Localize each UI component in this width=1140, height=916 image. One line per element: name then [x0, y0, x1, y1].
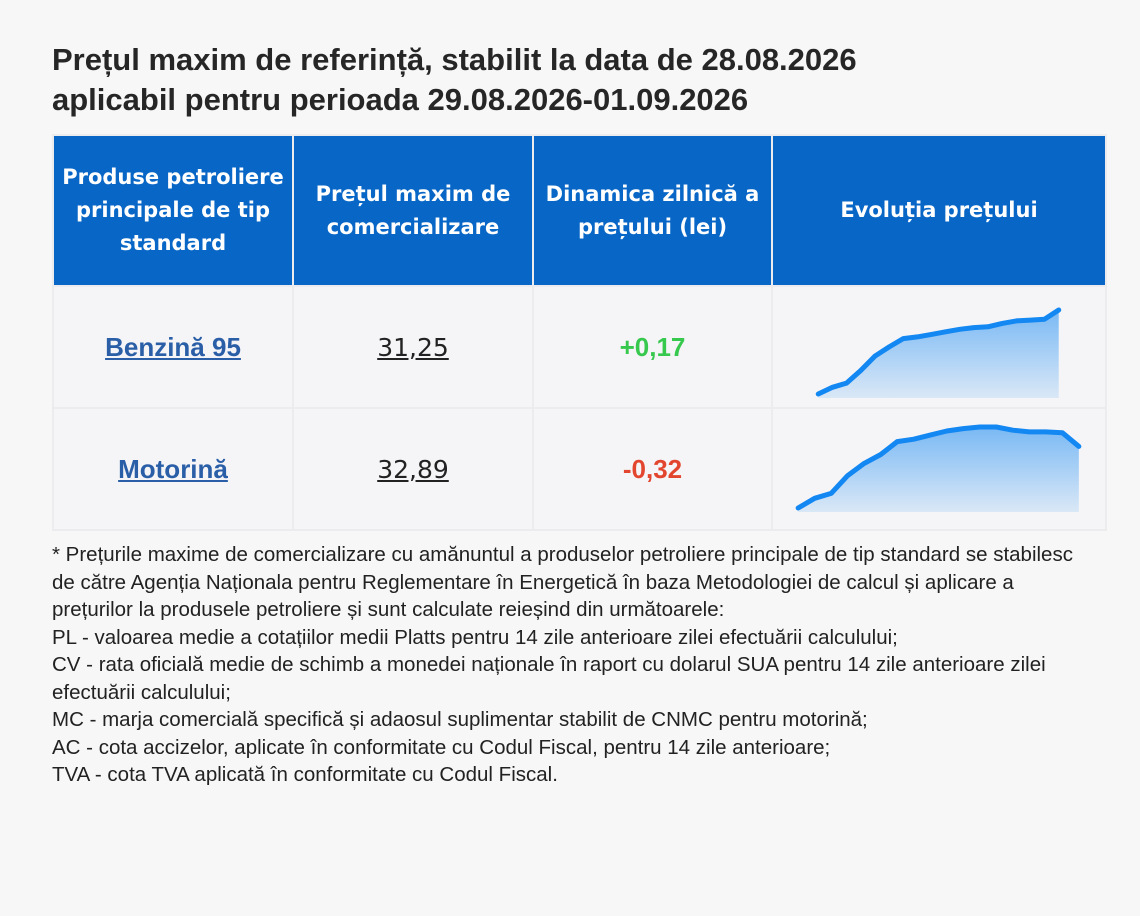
trend-sparkline [795, 424, 1082, 512]
header-products: Produse petroliere principale de tip sta… [52, 134, 294, 287]
dynamic-value: +0,17 [619, 331, 686, 362]
header-daily-dynamic: Dinamica zilnică a prețului (lei) [532, 134, 773, 287]
product-link-benzina-95[interactable]: Benzină 95 [105, 331, 241, 362]
product-cell: Benzină 95 [52, 285, 294, 409]
page-title: Prețul maxim de referință, stabilit la d… [52, 40, 1102, 120]
sparkline-line [795, 424, 1082, 511]
header-max-price: Prețul maxim de comercializare [292, 134, 534, 287]
footnote-intro: * Prețurile maxime de comercializare cu … [52, 543, 1073, 621]
footnote-tva: TVA - cota TVA aplicată în conformitate … [52, 763, 558, 786]
sparkline-area [818, 310, 1059, 398]
dynamic-cell: -0,32 [532, 407, 773, 531]
trend-cell [771, 285, 1107, 409]
price-cell: 32,89 [292, 407, 534, 531]
sparkline-line [815, 307, 1062, 397]
header-price-evolution: Evoluția prețului [771, 134, 1107, 287]
product-link-motorina[interactable]: Motorină [118, 453, 228, 484]
title-line-1: Prețul maxim de referință, stabilit la d… [52, 42, 857, 77]
dynamic-cell: +0,17 [532, 285, 773, 409]
table-row: Benzină 95 31,25 +0,17 [52, 285, 1107, 409]
footnote-cv: CV - rata oficială medie de schimb a mon… [52, 653, 1046, 704]
footnote: * Prețurile maxime de comercializare cu … [52, 541, 1092, 789]
price-cell: 31,25 [292, 285, 534, 409]
trend-cell [771, 407, 1107, 531]
title-line-2: aplicabil pentru perioada 29.08.2026-01.… [52, 82, 749, 117]
product-cell: Motorină [52, 407, 294, 531]
price-value: 32,89 [377, 454, 449, 484]
sparkline-area [798, 427, 1079, 512]
dynamic-value: -0,32 [622, 453, 683, 484]
price-value: 31,25 [377, 332, 449, 362]
trend-sparkline [815, 307, 1062, 398]
table-row: Motorină 32,89 -0,32 [52, 407, 1107, 531]
price-table: Produse petroliere principale de tip sta… [52, 134, 1107, 531]
footnote-ac: AC - cota accizelor, aplicate în conform… [52, 735, 831, 759]
footnote-mc: MC - marja comercială specifică și adaos… [52, 708, 868, 731]
table-header-row: Produse petroliere principale de tip sta… [52, 134, 1107, 287]
footnote-pl: PL - valoarea medie a cotațiilor medii P… [52, 625, 898, 649]
